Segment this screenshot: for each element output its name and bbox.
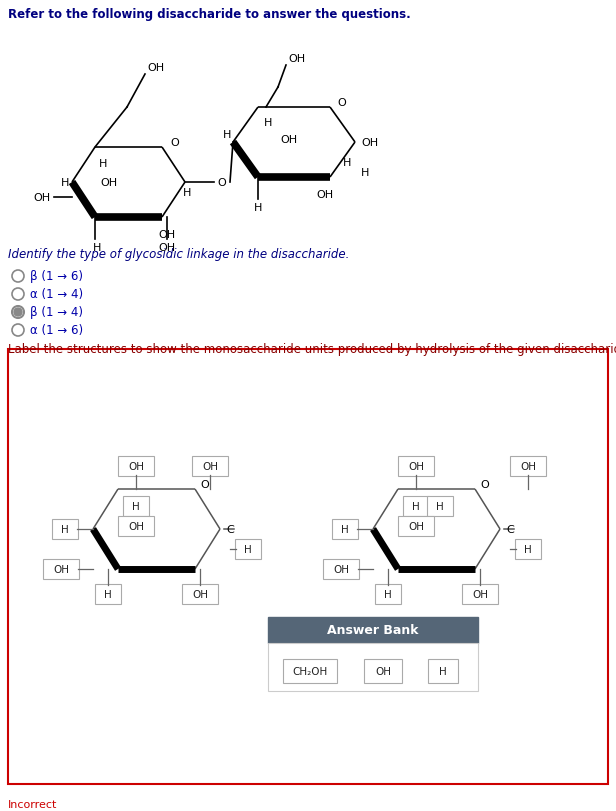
Text: H: H xyxy=(222,130,231,139)
FancyBboxPatch shape xyxy=(428,659,458,683)
FancyBboxPatch shape xyxy=(43,560,79,579)
Text: H: H xyxy=(60,178,69,188)
Text: OH: OH xyxy=(408,521,424,531)
Text: OH: OH xyxy=(53,564,69,574)
FancyBboxPatch shape xyxy=(403,496,429,517)
FancyBboxPatch shape xyxy=(192,457,228,476)
Text: OH: OH xyxy=(147,63,164,73)
Text: H: H xyxy=(99,159,107,169)
Text: OH: OH xyxy=(472,590,488,599)
Text: α (1 → 6): α (1 → 6) xyxy=(30,324,83,337)
Text: H: H xyxy=(436,501,444,512)
Text: OH: OH xyxy=(100,178,117,188)
FancyBboxPatch shape xyxy=(118,517,154,536)
Text: OH: OH xyxy=(128,461,144,471)
FancyBboxPatch shape xyxy=(235,539,261,560)
Text: OH: OH xyxy=(333,564,349,574)
FancyBboxPatch shape xyxy=(8,350,608,784)
Text: Refer to the following disaccharide to answer the questions.: Refer to the following disaccharide to a… xyxy=(8,8,411,21)
Text: OH: OH xyxy=(158,242,176,253)
Text: O: O xyxy=(217,178,226,188)
Text: H: H xyxy=(183,188,192,198)
Text: C: C xyxy=(506,525,514,534)
Text: OH: OH xyxy=(33,193,50,203)
Text: OH: OH xyxy=(280,135,297,145)
Text: O: O xyxy=(338,98,346,108)
FancyBboxPatch shape xyxy=(515,539,541,560)
Text: H: H xyxy=(361,168,370,178)
Text: O: O xyxy=(201,479,209,489)
FancyBboxPatch shape xyxy=(283,659,337,683)
FancyBboxPatch shape xyxy=(118,457,154,476)
Text: Answer Bank: Answer Bank xyxy=(327,624,419,637)
Text: β (1 → 6): β (1 → 6) xyxy=(30,270,83,283)
FancyBboxPatch shape xyxy=(268,643,478,691)
FancyBboxPatch shape xyxy=(123,496,149,517)
Text: OH: OH xyxy=(408,461,424,471)
FancyBboxPatch shape xyxy=(462,584,498,604)
FancyBboxPatch shape xyxy=(510,457,546,476)
Text: OH: OH xyxy=(202,461,218,471)
Text: OH: OH xyxy=(192,590,208,599)
FancyBboxPatch shape xyxy=(332,519,358,539)
Text: α (1 → 4): α (1 → 4) xyxy=(30,288,83,301)
Text: OH: OH xyxy=(361,138,378,148)
Text: OH: OH xyxy=(288,54,305,64)
Text: OH: OH xyxy=(128,521,144,531)
Text: H: H xyxy=(254,203,262,212)
Text: OH: OH xyxy=(375,666,391,676)
Text: C: C xyxy=(226,525,233,534)
Circle shape xyxy=(14,309,22,316)
Text: H: H xyxy=(412,501,420,512)
Text: H: H xyxy=(341,525,349,534)
FancyBboxPatch shape xyxy=(323,560,359,579)
Text: H: H xyxy=(524,544,532,554)
Text: Identify the type of glycosidic linkage in the disaccharide.: Identify the type of glycosidic linkage … xyxy=(8,247,349,260)
Text: Incorrect: Incorrect xyxy=(8,799,57,809)
Text: H: H xyxy=(61,525,69,534)
FancyBboxPatch shape xyxy=(375,584,401,604)
FancyBboxPatch shape xyxy=(268,617,478,643)
Text: H: H xyxy=(343,158,351,168)
Text: O: O xyxy=(480,479,489,489)
Text: OH: OH xyxy=(317,190,333,200)
Text: H: H xyxy=(264,118,272,128)
FancyBboxPatch shape xyxy=(398,457,434,476)
Text: H: H xyxy=(384,590,392,599)
Text: H: H xyxy=(104,590,112,599)
Text: O: O xyxy=(171,138,179,148)
FancyBboxPatch shape xyxy=(182,584,218,604)
Text: H: H xyxy=(244,544,252,554)
Text: OH: OH xyxy=(158,230,176,240)
FancyBboxPatch shape xyxy=(95,584,121,604)
FancyBboxPatch shape xyxy=(398,517,434,536)
Text: Label the structures to show the monosaccharide units produced by hydrolysis of : Label the structures to show the monosac… xyxy=(8,342,616,355)
Text: H: H xyxy=(439,666,447,676)
Text: H: H xyxy=(93,242,101,253)
Text: H: H xyxy=(132,501,140,512)
FancyBboxPatch shape xyxy=(427,496,453,517)
FancyBboxPatch shape xyxy=(52,519,78,539)
Text: CH₂OH: CH₂OH xyxy=(293,666,328,676)
FancyBboxPatch shape xyxy=(364,659,402,683)
Text: OH: OH xyxy=(520,461,536,471)
Text: β (1 → 4): β (1 → 4) xyxy=(30,306,83,319)
